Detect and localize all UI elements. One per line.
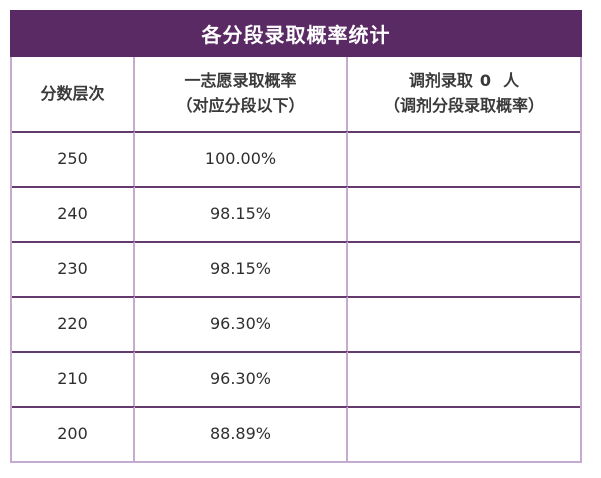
first-choice-probability-cell: 88.89% (135, 406, 348, 461)
header-adjustment-suffix: 人 (503, 71, 520, 91)
table-body: 分数层次 一志愿录取概率 （对应分段以下） 调剂录取 0 人 （调剂分段录取概率… (10, 57, 582, 463)
header-first-choice-line1: 一志愿录取概率 (184, 71, 297, 91)
score-cell: 220 (12, 296, 135, 351)
table-row: 250 100.00% (12, 131, 580, 186)
header-score-level-label: 分数层次 (40, 83, 105, 103)
table-row: 210 96.30% (12, 351, 580, 406)
adjustment-cell (348, 241, 580, 296)
score-cell: 240 (12, 186, 135, 241)
first-choice-probability-cell: 98.15% (135, 241, 348, 296)
score-cell: 230 (12, 241, 135, 296)
header-adjustment-line1: 调剂录取 0 人 (409, 69, 519, 94)
first-choice-probability-cell: 96.30% (135, 296, 348, 351)
header-adjustment-prefix: 调剂录取 (408, 71, 473, 91)
adjustment-cell (348, 351, 580, 406)
adjustment-cell (348, 186, 580, 241)
score-cell: 200 (12, 406, 135, 461)
table-row: 230 98.15% (12, 241, 580, 296)
header-first-choice-line2: （对应分段以下） (176, 96, 305, 115)
admission-probability-table: 各分段录取概率统计 分数层次 一志愿录取概率 （对应分段以下） 调剂录取 0 人… (10, 10, 582, 463)
header-adjustment: 调剂录取 0 人 （调剂分段录取概率） (348, 57, 580, 131)
adjustment-cell (348, 406, 580, 461)
header-score-level: 分数层次 (12, 57, 135, 131)
adjustment-cell (348, 131, 580, 186)
header-first-choice-probability: 一志愿录取概率 （对应分段以下） (135, 57, 348, 131)
first-choice-probability-cell: 100.00% (135, 131, 348, 186)
score-cell: 210 (12, 351, 135, 406)
table-row: 240 98.15% (12, 186, 580, 241)
first-choice-probability-cell: 96.30% (135, 351, 348, 406)
column-header-row: 分数层次 一志愿录取概率 （对应分段以下） 调剂录取 0 人 （调剂分段录取概率… (12, 57, 580, 131)
first-choice-probability-cell: 98.15% (135, 186, 348, 241)
header-adjustment-line2: （调剂分段录取概率） (383, 96, 544, 115)
table-row: 200 88.89% (12, 406, 580, 461)
score-cell: 250 (12, 131, 135, 186)
table-row: 220 96.30% (12, 296, 580, 351)
adjustment-count: 0 (479, 71, 492, 91)
adjustment-cell (348, 296, 580, 351)
table-title: 各分段录取概率统计 (10, 10, 582, 57)
